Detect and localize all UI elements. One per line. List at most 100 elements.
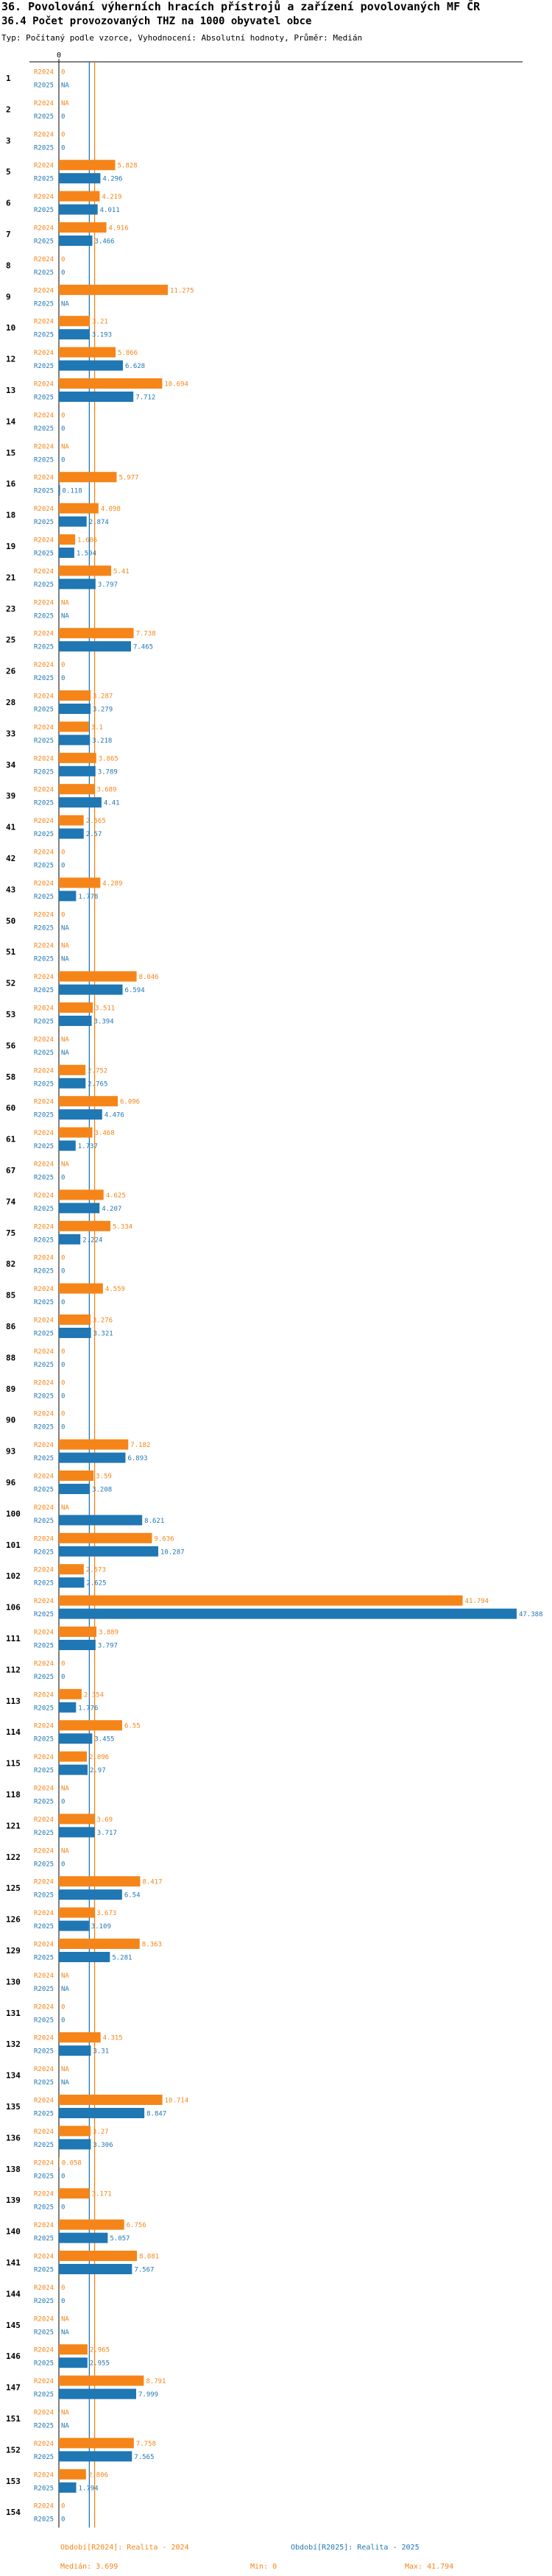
data-label: 8.621 [144, 1518, 164, 1525]
data-label: 3.468 [95, 1130, 115, 1137]
data-label: 8.791 [146, 2378, 166, 2385]
data-label: 4.41 [104, 800, 120, 807]
na-label: NA [61, 956, 69, 963]
data-label: 0 [61, 69, 65, 77]
data-label: 1.737 [78, 1143, 98, 1150]
bar-r2024 [59, 2375, 144, 2386]
series-label-r2025: R2025 [34, 144, 54, 152]
bar-r2024 [59, 2469, 86, 2480]
series-label-r2024: R2024 [34, 1816, 54, 1824]
data-label: 3.69 [96, 1816, 113, 1824]
category-label: 43 [6, 885, 15, 894]
data-label: 2.565 [86, 818, 106, 825]
series-label-r2024: R2024 [34, 194, 54, 201]
data-label: 3.59 [96, 1473, 112, 1481]
series-label-r2025: R2025 [34, 1955, 54, 1962]
bar-r2025 [59, 1733, 93, 1744]
bar-r2025 [59, 1546, 159, 1557]
na-label: NA [61, 1986, 69, 1993]
bar-r2025 [59, 2045, 91, 2056]
series-label-r2024: R2024 [34, 2347, 54, 2354]
stat-min-2024: Min: 0 [250, 2563, 277, 2571]
data-label: 0 [61, 1424, 65, 1432]
category-label: 58 [6, 1072, 15, 1082]
data-label: 4.476 [105, 1112, 124, 1119]
category-label: 131 [6, 2009, 21, 2018]
series-label-r2025: R2025 [34, 644, 54, 651]
bar-r2025 [59, 1078, 86, 1089]
series-label-r2025: R2025 [34, 612, 54, 620]
data-label: 7.567 [134, 2267, 154, 2274]
data-label: 0 [61, 425, 65, 433]
series-label-r2024: R2024 [34, 1348, 54, 1356]
series-label-r2025: R2025 [34, 1892, 54, 1900]
series-label-r2024: R2024 [34, 1411, 54, 1418]
series-label-r2025: R2025 [34, 269, 54, 277]
category-label: 61 [6, 1135, 16, 1144]
series-label-r2024: R2024 [34, 1005, 54, 1013]
category-label: 74 [6, 1197, 16, 1206]
data-label: 0.118 [63, 488, 82, 495]
data-label: 0 [61, 1362, 65, 1369]
data-label: 4.289 [102, 880, 122, 888]
data-label: 0 [61, 1861, 65, 1868]
data-label: 3.306 [93, 2142, 113, 2149]
series-label-r2025: R2025 [34, 737, 54, 745]
data-label: 2.625 [86, 1580, 106, 1588]
series-label-r2025: R2025 [34, 863, 54, 870]
series-label-r2025: R2025 [34, 1143, 54, 1150]
category-label: 41 [6, 823, 16, 832]
data-label: 0 [61, 2503, 65, 2510]
series-label-r2024: R2024 [34, 225, 54, 233]
bar-r2024 [59, 1471, 94, 1481]
data-label: 4.098 [101, 506, 121, 513]
category-label: 140 [6, 2227, 21, 2237]
data-label: 5.281 [112, 1955, 132, 1962]
data-label: 6.628 [125, 363, 145, 370]
series-label-r2024: R2024 [34, 506, 54, 513]
series-label-r2025: R2025 [34, 1830, 54, 1837]
series-label-r2024: R2024 [34, 2003, 54, 2011]
series-label-r2025: R2025 [34, 2423, 54, 2430]
category-label: 19 [6, 542, 15, 551]
category-label: 146 [6, 2352, 21, 2361]
data-label: 0 [61, 2204, 65, 2212]
series-label-r2025: R2025 [34, 1736, 54, 1744]
series-label-r2024: R2024 [34, 1130, 54, 1137]
series-label-r2025: R2025 [34, 1487, 54, 1494]
series-label-r2024: R2024 [34, 1161, 54, 1169]
data-label: 10.694 [164, 381, 188, 389]
category-label: 151 [6, 2414, 21, 2424]
data-label: 7.738 [136, 631, 156, 638]
data-label: 2.806 [88, 2471, 108, 2479]
category-label: 141 [6, 2258, 21, 2268]
bar-r2025 [59, 392, 134, 402]
series-label-r2025: R2025 [34, 176, 54, 183]
series-label-r2024: R2024 [34, 287, 54, 294]
data-label: 6.55 [124, 1723, 141, 1730]
bar-r2024 [59, 877, 101, 888]
data-label: 3.673 [96, 1910, 116, 1917]
data-label: 0 [61, 1674, 65, 1681]
bar-r2024 [59, 1751, 88, 1762]
data-label: 1.776 [78, 1705, 98, 1712]
data-label: 4.916 [109, 225, 129, 233]
data-label: 2.97 [90, 1767, 106, 1774]
series-label-r2024: R2024 [34, 662, 54, 669]
series-label-r2025: R2025 [34, 1424, 54, 1432]
na-label: NA [61, 2079, 69, 2087]
series-label-r2025: R2025 [34, 1268, 54, 1275]
x-axis-zero-label: 0 [57, 52, 61, 60]
data-label: 7.999 [138, 2391, 158, 2399]
data-label: 2.896 [89, 1754, 109, 1761]
category-label: 14 [6, 417, 16, 426]
series-label-r2025: R2025 [34, 1362, 54, 1369]
category-label: 106 [6, 1603, 21, 1613]
data-label: 4.315 [103, 2035, 123, 2042]
data-label: 8.363 [142, 1942, 162, 1949]
legend-2025: Období[R2025]: Realita - 2025 [291, 2543, 420, 2552]
na-label: NA [61, 2329, 69, 2336]
bar-r2025 [59, 329, 90, 340]
data-label: 2.752 [88, 1067, 107, 1075]
data-label: 0 [61, 1379, 65, 1387]
